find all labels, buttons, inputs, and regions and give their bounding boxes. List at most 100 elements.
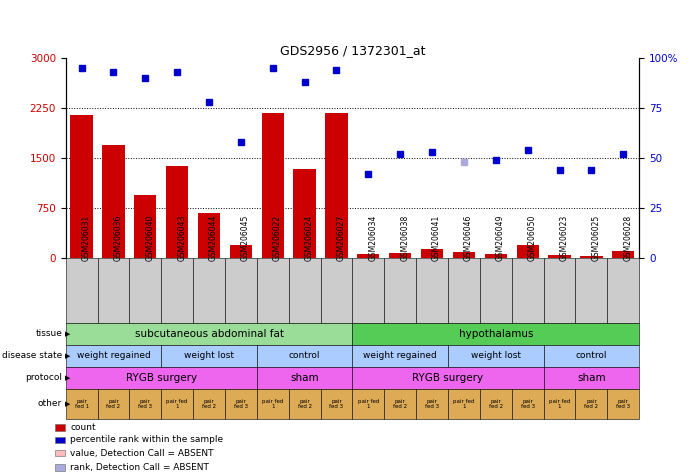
Bar — [448, 345, 544, 367]
Text: GSM206024: GSM206024 — [305, 215, 314, 261]
Bar — [576, 389, 607, 419]
Text: GSM206027: GSM206027 — [337, 215, 346, 261]
Bar — [55, 450, 66, 456]
Bar — [448, 389, 480, 419]
Bar — [512, 258, 544, 323]
Text: GSM206045: GSM206045 — [241, 215, 250, 261]
Text: pair
fed 2: pair fed 2 — [393, 399, 407, 410]
Text: subcutaneous abdominal fat: subcutaneous abdominal fat — [135, 329, 283, 339]
Bar — [384, 258, 416, 323]
Bar — [97, 258, 129, 323]
Bar — [225, 258, 257, 323]
Text: value, Detection Call = ABSENT: value, Detection Call = ABSENT — [70, 448, 214, 457]
Text: GSM206041: GSM206041 — [432, 215, 441, 261]
Text: GSM206046: GSM206046 — [464, 215, 473, 261]
Text: hypothalamus: hypothalamus — [459, 329, 533, 339]
Bar — [55, 437, 66, 443]
Bar — [134, 195, 156, 258]
Bar — [289, 389, 321, 419]
Bar — [66, 323, 352, 345]
Text: GSM206044: GSM206044 — [209, 215, 218, 261]
Bar — [352, 345, 448, 367]
Text: pair fed
1: pair fed 1 — [358, 399, 379, 410]
Text: pair
fed 3: pair fed 3 — [234, 399, 248, 410]
Text: sham: sham — [290, 373, 319, 383]
Bar — [66, 389, 97, 419]
Text: control: control — [289, 352, 321, 361]
Bar — [612, 251, 634, 258]
Bar — [544, 367, 639, 389]
Bar — [257, 367, 352, 389]
Text: ▶: ▶ — [65, 331, 70, 337]
Text: GSM206036: GSM206036 — [113, 215, 122, 261]
Text: pair fed
1: pair fed 1 — [262, 399, 283, 410]
Text: pair
fed 3: pair fed 3 — [138, 399, 152, 410]
Bar — [55, 424, 66, 430]
Text: weight lost: weight lost — [184, 352, 234, 361]
Bar — [198, 213, 220, 258]
Bar — [484, 255, 507, 258]
Bar — [161, 389, 193, 419]
Bar — [389, 253, 411, 258]
Text: GSM206028: GSM206028 — [623, 215, 632, 261]
Text: protocol: protocol — [25, 374, 62, 383]
Bar — [453, 252, 475, 258]
Bar — [225, 389, 257, 419]
Bar — [416, 258, 448, 323]
Text: ▶: ▶ — [65, 353, 70, 359]
Bar — [55, 464, 66, 471]
Bar — [352, 323, 639, 345]
Text: GSM206031: GSM206031 — [82, 215, 91, 261]
Bar — [289, 258, 321, 323]
Text: tissue: tissue — [35, 329, 62, 338]
Text: GSM206034: GSM206034 — [368, 215, 377, 261]
Text: pair
fed 3: pair fed 3 — [520, 399, 535, 410]
Text: GSM206038: GSM206038 — [400, 215, 409, 261]
Text: pair
fed 3: pair fed 3 — [425, 399, 439, 410]
Text: GSM206043: GSM206043 — [177, 215, 186, 261]
Text: RYGB surgery: RYGB surgery — [126, 373, 197, 383]
Text: GSM206022: GSM206022 — [273, 215, 282, 261]
Bar — [321, 258, 352, 323]
Text: pair
fed 2: pair fed 2 — [298, 399, 312, 410]
Text: weight regained: weight regained — [77, 352, 151, 361]
Bar — [384, 389, 416, 419]
Bar — [325, 113, 348, 258]
Text: GSM206050: GSM206050 — [528, 215, 537, 261]
Text: pair
fed 2: pair fed 2 — [585, 399, 598, 410]
Bar — [97, 389, 129, 419]
Bar — [549, 255, 571, 258]
Text: pair fed
1: pair fed 1 — [453, 399, 475, 410]
Text: pair
fed 2: pair fed 2 — [202, 399, 216, 410]
Bar — [416, 389, 448, 419]
Bar — [512, 389, 544, 419]
Bar — [193, 258, 225, 323]
Text: GSM206049: GSM206049 — [496, 215, 505, 261]
Text: sham: sham — [577, 373, 606, 383]
Text: weight regained: weight regained — [363, 352, 437, 361]
Text: pair
fed 3: pair fed 3 — [330, 399, 343, 410]
Bar — [421, 249, 443, 258]
Bar — [321, 389, 352, 419]
Text: other: other — [38, 400, 62, 409]
Bar — [257, 345, 352, 367]
Text: GSM206023: GSM206023 — [560, 215, 569, 261]
Bar — [262, 113, 284, 258]
Bar — [102, 145, 124, 258]
Text: disease state: disease state — [2, 352, 62, 361]
Bar — [580, 255, 603, 258]
Bar — [166, 166, 189, 258]
Bar — [257, 258, 289, 323]
Bar — [352, 258, 384, 323]
Bar — [607, 389, 639, 419]
Bar — [193, 389, 225, 419]
Bar — [161, 258, 193, 323]
Bar — [480, 389, 512, 419]
Text: pair
fed 2: pair fed 2 — [489, 399, 503, 410]
Text: GSM206025: GSM206025 — [591, 215, 600, 261]
Text: weight lost: weight lost — [471, 352, 521, 361]
Bar — [66, 367, 257, 389]
Text: pair fed
1: pair fed 1 — [549, 399, 570, 410]
Text: ▶: ▶ — [65, 401, 70, 407]
Bar — [352, 389, 384, 419]
